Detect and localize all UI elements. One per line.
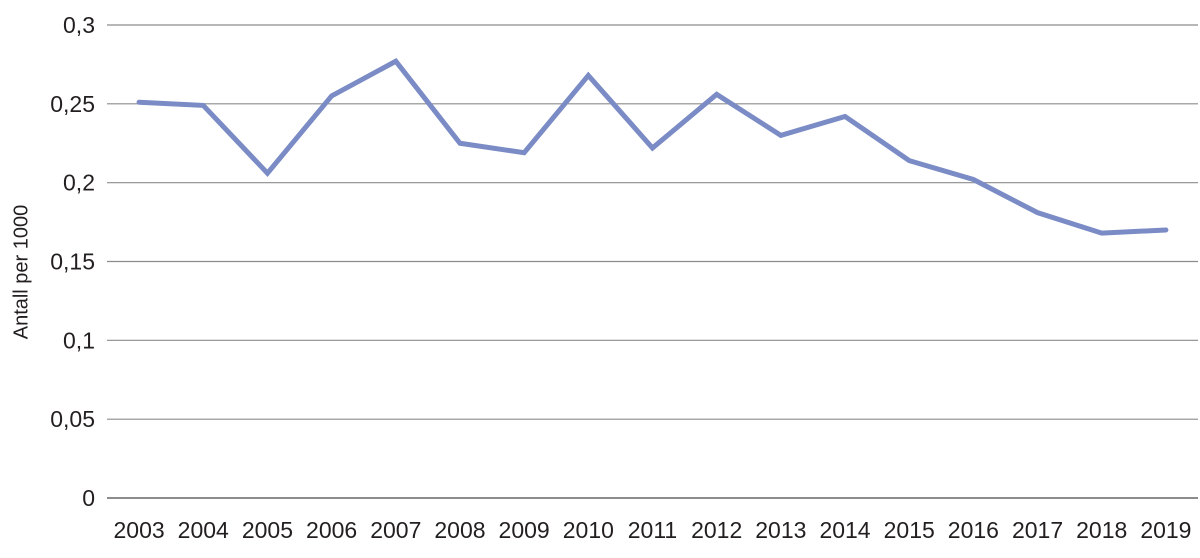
y-axis-title-text: Antall per 1000 bbox=[10, 204, 33, 340]
x-tick-label: 2006 bbox=[306, 517, 357, 543]
y-tick-label: 0,2 bbox=[63, 170, 95, 196]
x-tick-label: 2015 bbox=[884, 517, 935, 543]
x-tick-label: 2007 bbox=[370, 517, 421, 543]
x-tick-label: 2010 bbox=[563, 517, 614, 543]
x-tick-label: 2017 bbox=[1012, 517, 1063, 543]
x-tick-label: 2012 bbox=[691, 517, 742, 543]
y-tick-label: 0,25 bbox=[50, 91, 95, 117]
x-tick-label: 2013 bbox=[755, 517, 806, 543]
x-tick-label: 2004 bbox=[178, 517, 229, 543]
y-tick-label: 0 bbox=[82, 485, 95, 511]
x-tick-label: 2016 bbox=[948, 517, 999, 543]
x-tick-label: 2008 bbox=[434, 517, 485, 543]
x-tick-label: 2005 bbox=[242, 517, 293, 543]
x-tick-label: 2014 bbox=[819, 517, 870, 543]
x-tick-label: 2019 bbox=[1140, 517, 1191, 543]
x-tick-label: 2018 bbox=[1076, 517, 1127, 543]
y-tick-label: 0,3 bbox=[63, 12, 95, 38]
y-tick-label: 0,15 bbox=[50, 249, 95, 275]
x-tick-label: 2003 bbox=[114, 517, 165, 543]
x-tick-label: 2011 bbox=[628, 517, 677, 543]
x-tick-label: 2009 bbox=[499, 517, 550, 543]
data-line bbox=[136, 58, 1169, 236]
y-tick-label: 0,05 bbox=[50, 406, 95, 432]
y-tick-label: 0,1 bbox=[63, 327, 95, 353]
